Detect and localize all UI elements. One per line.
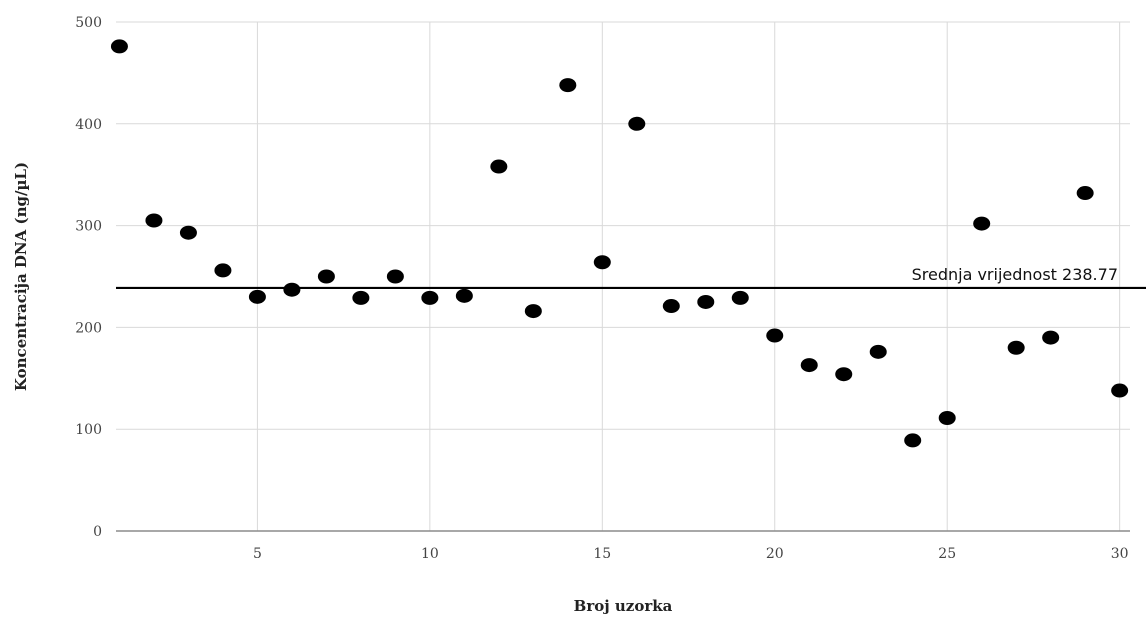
data-point xyxy=(800,358,818,373)
data-point xyxy=(1076,186,1094,201)
data-point xyxy=(869,344,887,359)
data-point xyxy=(317,269,335,284)
data-point xyxy=(248,289,266,304)
y-tick-label: 300 xyxy=(75,219,102,235)
data-point xyxy=(214,263,232,278)
grid xyxy=(116,21,1130,531)
y-axis-title: Koncentracija DNA (ng/µL) xyxy=(12,162,30,391)
data-point xyxy=(455,288,473,303)
data-point xyxy=(766,328,784,343)
data-point xyxy=(524,304,542,319)
data-point xyxy=(1007,340,1025,355)
x-tick-label: 30 xyxy=(1111,546,1129,562)
y-tick-label: 200 xyxy=(75,320,102,336)
mean-line-label: Srednja vrijednost 238.77 xyxy=(912,265,1118,284)
data-point xyxy=(628,116,646,131)
x-tick-label: 5 xyxy=(253,546,262,562)
data-point xyxy=(904,433,922,448)
x-tick-label: 25 xyxy=(938,546,956,562)
data-point xyxy=(559,78,577,93)
data-point xyxy=(1042,330,1060,345)
data-point xyxy=(110,39,128,54)
data-point xyxy=(283,282,301,297)
data-point xyxy=(179,225,197,240)
data-point xyxy=(352,290,370,305)
x-tick-label: 10 xyxy=(421,546,439,562)
data-point xyxy=(386,269,404,284)
axes: 0 100 200 300 400 500 5 10 15 20 25 30 xyxy=(75,15,1130,562)
data-point xyxy=(1111,383,1129,398)
x-axis-title: Broj uzorka xyxy=(574,597,673,615)
data-point xyxy=(662,299,680,314)
data-point xyxy=(731,290,749,305)
x-tick-label: 15 xyxy=(593,546,611,562)
data-points xyxy=(110,39,1129,448)
data-point xyxy=(421,290,439,305)
data-point xyxy=(490,159,508,174)
data-point xyxy=(973,216,991,231)
data-point xyxy=(835,367,853,382)
y-tick-label: 400 xyxy=(75,117,102,133)
data-point xyxy=(938,411,956,426)
data-point xyxy=(593,255,611,270)
mean-line-group: Srednja vrijednost 238.77 xyxy=(116,265,1146,290)
y-tick-label: 100 xyxy=(75,422,102,438)
y-tick-label: 500 xyxy=(75,15,102,31)
y-tick-label: 0 xyxy=(93,524,102,540)
data-point xyxy=(145,213,163,228)
x-tick-label: 20 xyxy=(766,546,784,562)
data-point xyxy=(697,294,715,309)
